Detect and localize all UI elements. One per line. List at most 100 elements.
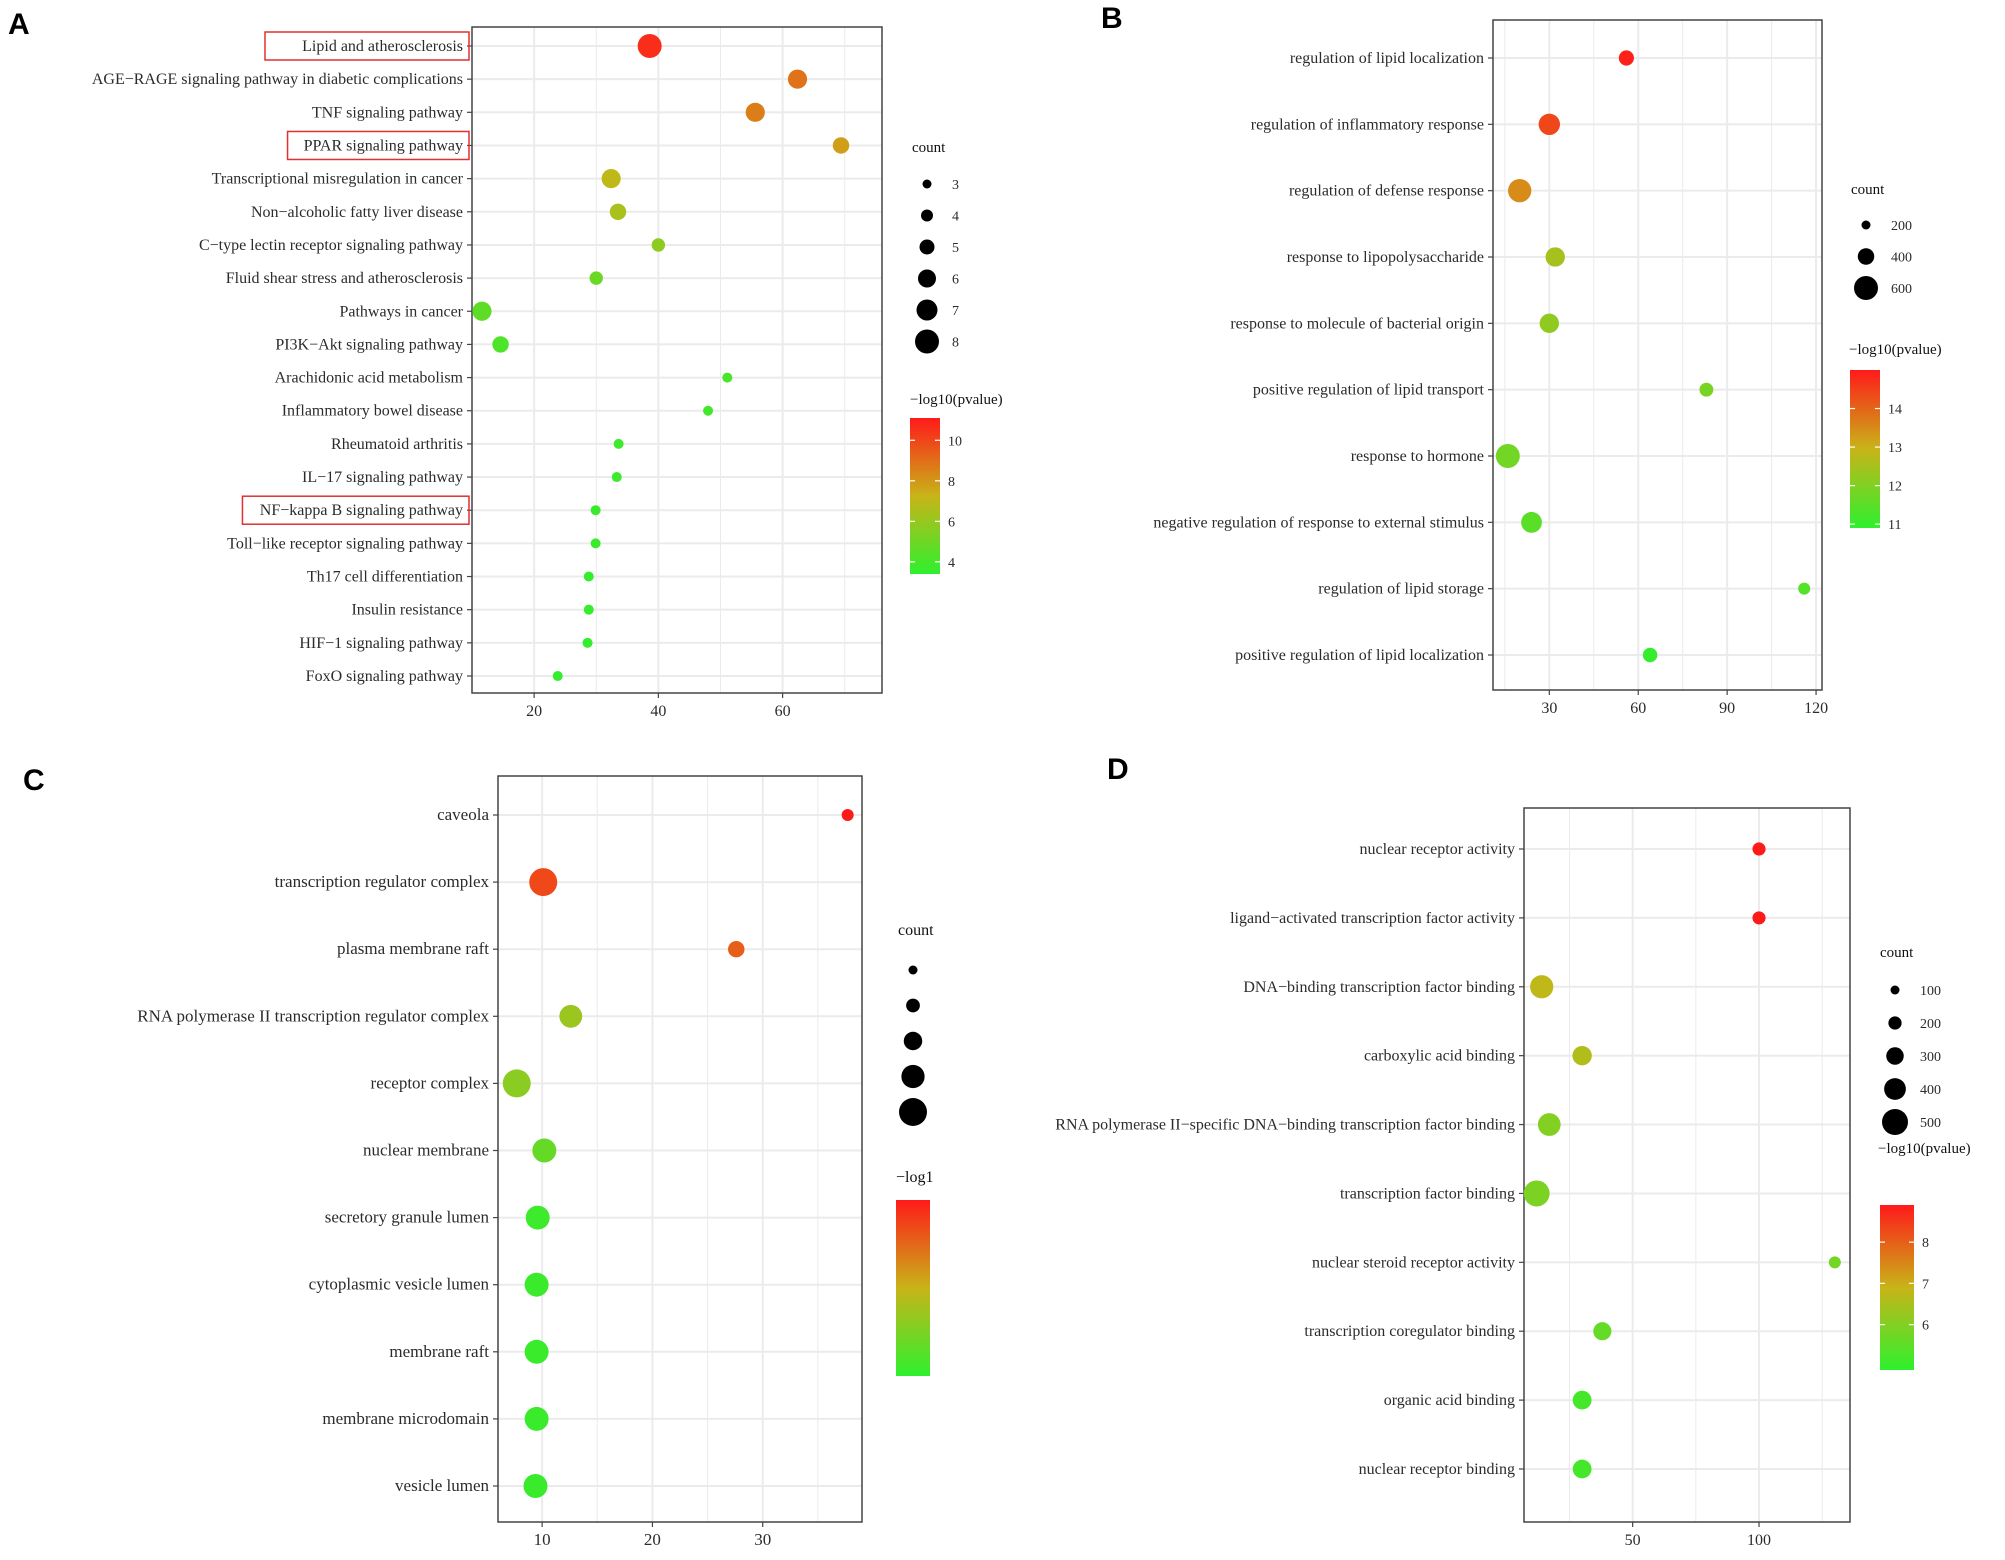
y-label-pi3k-akt-signaling-pathway: PI3K−Akt signaling pathway [275,336,463,353]
size-legend-dot [918,269,936,288]
dot-tnf-signaling-pathway [745,102,765,122]
plot-background [472,27,882,693]
size-legend-dot [915,329,939,354]
size-legend-title: count [1851,182,1885,198]
y-label-membrane-microdomain: membrane microdomain [322,1409,489,1428]
size-legend-label: 100 [1920,984,1941,999]
dot-organic-acid-binding [1572,1390,1592,1410]
plot-frame [1523,807,1851,1523]
dot-insulin-resistance [583,604,594,615]
size-legend-title: count [898,922,934,939]
y-label-nf-kappa-b-signaling-pathway: NF−kappa B signaling pathway [260,502,463,519]
y-label-cytoplasmic-vesicle-lumen: cytoplasmic vesicle lumen [309,1275,490,1294]
color-legend-title: −log1 [896,1169,933,1186]
x-tick-label: 20 [644,1530,661,1549]
size-legend-title: count [912,140,946,156]
size-legend-label: 8 [952,336,959,351]
y-label-negative-regulation-of-response-to-external-stimulus: negative regulation of response to exter… [1153,514,1484,531]
panel-a: A 20 40 60 Lipid and atherosclerosis AGE−RAGE… [8,8,1003,720]
y-label-plasma-membrane-raft: plasma membrane raft [337,939,489,958]
colorbar-label: 6 [948,515,955,530]
plot-frame [471,26,883,694]
y-label-transcriptional-misregulation-in-cancer: Transcriptional misregulation in cancer [212,171,464,188]
dot-toll-like-receptor-signaling-pathway [590,538,601,549]
dot-transcriptional-misregulation-in-cancer [601,169,621,189]
size-legend-title: count [1880,945,1914,961]
plot-frame [1492,19,1823,691]
size-legend-dot [1886,1047,1904,1065]
panel-c: C 10 20 30 caveola transcription regulator co… [23,764,934,1549]
y-label-receptor-complex: receptor complex [371,1073,490,1092]
y-label-response-to-lipopolysaccharide: response to lipopolysaccharide [1287,249,1484,266]
dot-response-to-hormone [1495,444,1520,468]
dot-nuclear-membrane [532,1138,557,1163]
grid-lines [472,27,882,693]
size-legend-dot [922,179,932,189]
dot-regulation-of-lipid-localization [1618,50,1634,66]
grid-lines [498,776,862,1522]
y-label-regulation-of-lipid-localization: regulation of lipid localization [1290,50,1484,67]
dot-transcription-factor-binding [1523,1180,1550,1207]
dot-response-to-lipopolysaccharide [1545,247,1565,267]
dot-pathways-in-cancer [472,301,492,321]
dot-non-alcoholic-fatty-liver-disease [609,203,627,221]
y-label-th17-cell-differentiation: Th17 cell differentiation [307,569,463,586]
dot-il-17-signaling-pathway [611,472,622,483]
plot-background [498,776,862,1522]
size-legend-label: 7 [952,304,959,319]
size-legend-dot [921,209,933,222]
dot-positive-regulation-of-lipid-transport [1699,382,1714,397]
colorbar [910,418,940,574]
size-legend-label: 300 [1920,1050,1941,1065]
size-legend-dot [1857,248,1875,265]
colorbar [1880,1205,1914,1370]
size-legend-dot [1888,1016,1902,1030]
y-label-insulin-resistance: Insulin resistance [351,602,463,619]
dot-negative-regulation-of-response-to-external-stimulus [1521,511,1542,533]
dot-foxo-signaling-pathway [552,671,563,681]
dot-carboxylic-acid-binding [1572,1045,1592,1066]
dot-regulation-of-inflammatory-response [1538,113,1561,136]
y-label-organic-acid-binding: organic acid binding [1384,1392,1515,1409]
color-legend-title: −log10(pvalue) [910,392,1003,408]
panel-letter-a: A [8,8,30,41]
y-label-arachidonic-acid-metabolism: Arachidonic acid metabolism [275,370,464,387]
grid-lines [1493,20,1822,690]
dot-membrane-microdomain [524,1406,549,1431]
panel-letter-d: D [1107,753,1129,786]
y-label-rna-polymerase-ii-transcription-regulator-complex: RNA polymerase II transcription regulato… [137,1006,489,1025]
size-legend-label: 600 [1891,282,1912,297]
y-label-nuclear-steroid-receptor-activity: nuclear steroid receptor activity [1312,1254,1515,1271]
x-tick-label: 20 [526,703,542,720]
y-label-carboxylic-acid-binding: carboxylic acid binding [1364,1048,1515,1065]
color-legend-title: −log10(pvalue) [1878,1141,1971,1157]
plot-background [1524,808,1850,1522]
y-label-ligand-activated-transcription-factor-activity: ligand−activated transcription factor ac… [1230,910,1515,927]
dot-regulation-of-lipid-storage [1798,582,1811,595]
dot-nuclear-receptor-activity [1752,842,1766,856]
dot-rna-polymerase-ii-transcription-regulator-complex [559,1004,583,1028]
size-legend-label: 400 [1920,1083,1941,1098]
panel-letter-c: C [23,764,45,797]
y-label-caveola: caveola [437,805,489,824]
y-label-rna-polymerase-ii-specific-dna-binding-transcription-factor-binding: RNA polymerase II−specific DNA−binding t… [1055,1117,1515,1134]
y-label-c-type-lectin-receptor-signaling-pathway: C−type lectin receptor signaling pathway [199,237,463,254]
dot-plasma-membrane-raft [728,940,745,958]
y-label-foxo-signaling-pathway: FoxO signaling pathway [306,668,463,685]
y-label-nuclear-membrane: nuclear membrane [363,1141,489,1160]
y-label-positive-regulation-of-lipid-localization: positive regulation of lipid localizatio… [1235,647,1484,664]
dot-caveola [841,809,854,821]
colorbar-label: 12 [1888,480,1902,495]
y-label-nuclear-receptor-binding: nuclear receptor binding [1359,1461,1515,1478]
size-legend-label: 200 [1920,1017,1941,1032]
dot-cytoplasmic-vesicle-lumen [524,1272,549,1297]
colorbar-label: 7 [1922,1277,1929,1292]
dot-nuclear-steroid-receptor-activity [1828,1256,1841,1269]
colorbar-label: 11 [1888,518,1901,533]
size-legend-dot [899,1098,927,1126]
y-label-lipid-and-atherosclerosis: Lipid and atherosclerosis [302,38,463,55]
dot-nf-kappa-b-signaling-pathway [590,505,601,516]
y-label-age-rage-signaling-pathway-in-diabetic-complications: AGE−RAGE signaling pathway in diabetic c… [92,71,463,88]
y-label-membrane-raft: membrane raft [389,1342,489,1361]
panel-letter-b: B [1101,2,1123,35]
